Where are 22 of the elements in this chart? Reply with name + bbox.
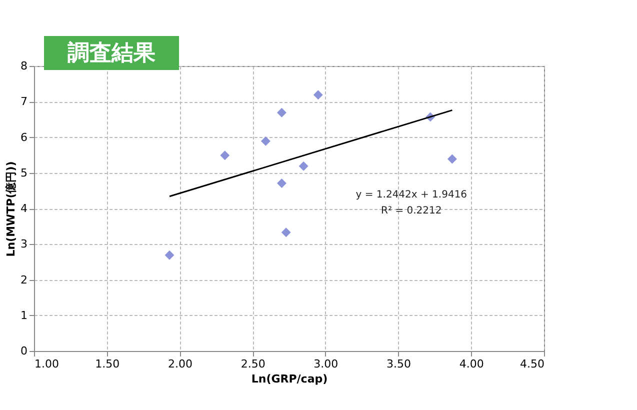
x-tick-label: 3.00: [314, 358, 338, 370]
y-tick-label: 2: [20, 273, 28, 286]
x-tick-label: 3.50: [386, 358, 412, 370]
y-tick-label: 0: [20, 344, 28, 358]
x-tick-label: 4.50: [520, 358, 544, 370]
x-axis-title: Ln(GRP/cap): [251, 372, 328, 386]
x-tick-label: 1.50: [95, 358, 120, 370]
y-tick-label: 1: [20, 308, 28, 322]
x-tick-label: 1.00: [34, 358, 59, 370]
chart-title: 調査結果: [68, 40, 156, 66]
y-tick-label: 6: [20, 130, 28, 144]
y-axis-title: Ln(MWTP(億円)): [4, 161, 18, 257]
y-tick-label: 7: [20, 95, 28, 108]
x-tick-label: 4.00: [459, 358, 484, 370]
y-tick-label: 3: [20, 238, 28, 251]
annotation: R² = 0.2212: [381, 205, 442, 216]
x-tick-label: 2.00: [168, 358, 192, 370]
x-tick-label: 2.50: [240, 358, 266, 370]
annotation: y = 1.2442x + 1.9416: [356, 189, 468, 200]
y-tick-label: 4: [20, 202, 28, 215]
y-tick-label: 5: [20, 166, 28, 180]
y-tick-label: 8: [20, 60, 28, 72]
